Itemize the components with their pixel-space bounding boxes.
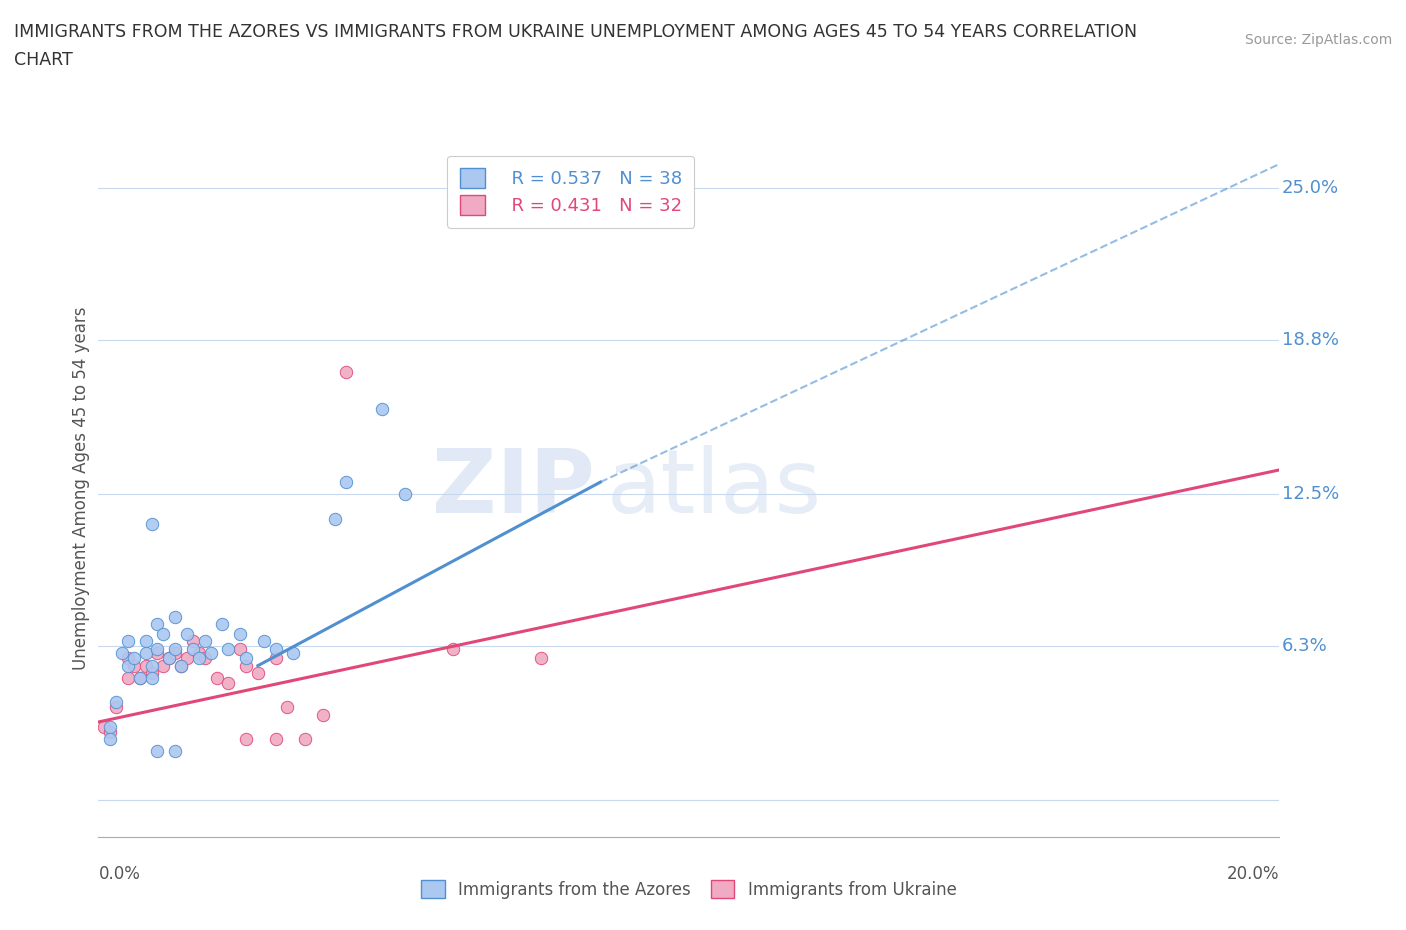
Point <box>264 641 287 656</box>
Point <box>105 700 128 715</box>
Point <box>117 658 139 673</box>
Point <box>141 671 163 685</box>
Point <box>135 646 157 661</box>
Point <box>165 646 187 661</box>
Point <box>165 641 187 656</box>
Point <box>141 658 163 673</box>
Point <box>157 651 180 666</box>
Point <box>394 487 416 502</box>
Point <box>98 724 121 739</box>
Point <box>217 641 239 656</box>
Point <box>187 651 209 666</box>
Text: 20.0%: 20.0% <box>1227 865 1279 883</box>
Point <box>205 671 228 685</box>
Point <box>170 658 193 673</box>
Point <box>128 671 150 685</box>
Point <box>98 732 121 747</box>
Point <box>229 641 252 656</box>
Point <box>264 651 287 666</box>
Text: atlas: atlas <box>606 445 821 532</box>
Point <box>312 707 335 722</box>
Point <box>165 744 187 759</box>
Point <box>335 474 357 489</box>
Point <box>194 633 217 648</box>
Point <box>235 732 257 747</box>
Point <box>264 732 287 747</box>
Point <box>200 646 222 661</box>
Point <box>98 720 121 735</box>
Point <box>141 666 163 681</box>
Point <box>117 651 139 666</box>
Point <box>176 651 198 666</box>
Point <box>152 627 174 642</box>
Y-axis label: Unemployment Among Ages 45 to 54 years: Unemployment Among Ages 45 to 54 years <box>72 307 90 670</box>
Point <box>135 658 157 673</box>
Point <box>157 651 180 666</box>
Point <box>128 671 150 685</box>
Point <box>323 512 346 526</box>
Point <box>530 651 553 666</box>
Point <box>146 617 169 631</box>
Text: 12.5%: 12.5% <box>1282 485 1339 503</box>
Point <box>146 646 169 661</box>
Point <box>217 675 239 690</box>
Point <box>187 646 209 661</box>
Point <box>194 651 217 666</box>
Point <box>170 658 193 673</box>
Point <box>235 651 257 666</box>
Point <box>105 695 128 710</box>
Point <box>117 633 139 648</box>
Point <box>146 641 169 656</box>
Point <box>122 658 145 673</box>
Point <box>135 633 157 648</box>
Point <box>246 666 269 681</box>
Text: 18.8%: 18.8% <box>1282 331 1339 349</box>
Text: Source: ZipAtlas.com: Source: ZipAtlas.com <box>1244 33 1392 46</box>
Point <box>235 658 257 673</box>
Point <box>335 365 357 379</box>
Point <box>294 732 316 747</box>
Point <box>176 627 198 642</box>
Point <box>152 658 174 673</box>
Text: 0.0%: 0.0% <box>98 865 141 883</box>
Text: CHART: CHART <box>14 51 73 69</box>
Point <box>441 641 464 656</box>
Point <box>229 627 252 642</box>
Point <box>122 651 145 666</box>
Point <box>93 720 115 735</box>
Point <box>165 609 187 624</box>
Point <box>211 617 233 631</box>
Legend: Immigrants from the Azores, Immigrants from Ukraine: Immigrants from the Azores, Immigrants f… <box>415 873 963 906</box>
Point <box>111 646 134 661</box>
Point <box>283 646 305 661</box>
Point <box>181 633 204 648</box>
Text: 6.3%: 6.3% <box>1282 637 1327 655</box>
Point <box>371 401 394 416</box>
Text: ZIP: ZIP <box>432 445 595 532</box>
Text: 25.0%: 25.0% <box>1282 179 1339 197</box>
Point <box>141 516 163 531</box>
Point <box>181 641 204 656</box>
Point <box>117 671 139 685</box>
Point <box>253 633 276 648</box>
Point <box>276 700 298 715</box>
Point <box>146 744 169 759</box>
Text: IMMIGRANTS FROM THE AZORES VS IMMIGRANTS FROM UKRAINE UNEMPLOYMENT AMONG AGES 45: IMMIGRANTS FROM THE AZORES VS IMMIGRANTS… <box>14 23 1137 41</box>
